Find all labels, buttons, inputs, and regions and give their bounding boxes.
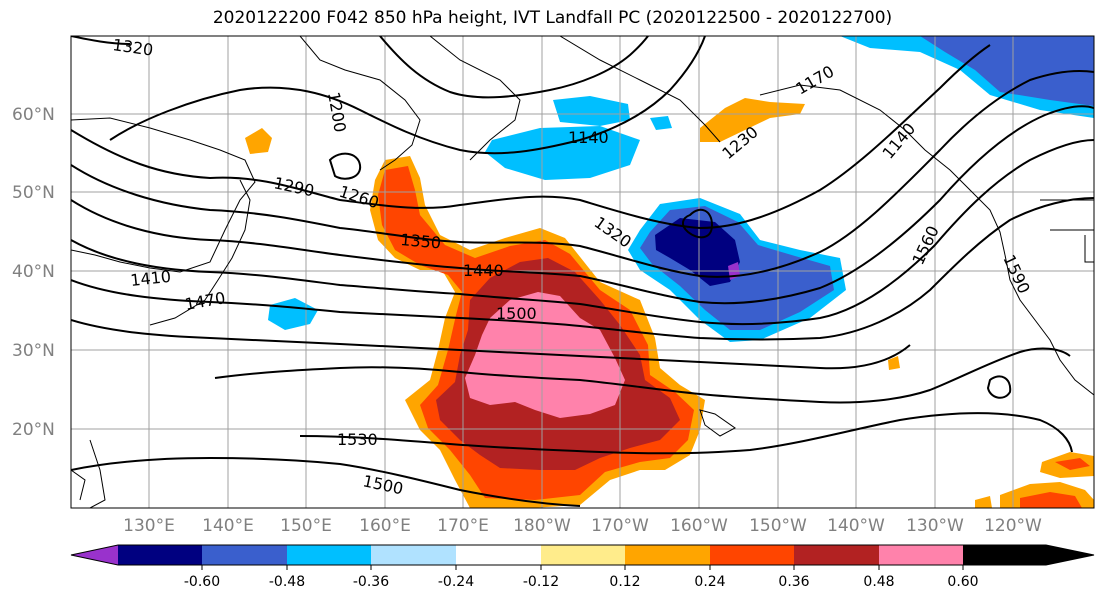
colorbar-segment bbox=[541, 545, 625, 565]
colorbar-label: 0.48 bbox=[863, 574, 894, 590]
lat-label: 60°N bbox=[12, 105, 55, 125]
lon-label: 160°E bbox=[359, 516, 411, 536]
colorbar-segment bbox=[794, 545, 879, 565]
contour-label: 1200 bbox=[324, 90, 350, 133]
lat-label: 30°N bbox=[12, 341, 55, 361]
lon-label: 140°E bbox=[202, 516, 254, 536]
contour-label: 1410 bbox=[129, 267, 171, 290]
height-contours bbox=[71, 36, 1094, 507]
colorbar-segment bbox=[710, 545, 794, 565]
colorbar: -0.60 -0.48 -0.36 -0.24 -0.12 0.12 0.24 … bbox=[70, 544, 1095, 590]
lon-label: 140°W bbox=[827, 516, 885, 536]
colorbar-segment bbox=[202, 545, 287, 565]
colorbar-label: -0.36 bbox=[353, 574, 389, 590]
map-title: 2020122200 F042 850 hPa height, IVT Land… bbox=[212, 8, 893, 28]
colorbar-ticks bbox=[201, 565, 964, 570]
colorbar-label: -0.48 bbox=[269, 574, 305, 590]
lon-label: 170°E bbox=[437, 516, 489, 536]
colorbar-segment bbox=[963, 545, 1094, 565]
colorbar-segment bbox=[287, 545, 371, 565]
colorbar-segment bbox=[625, 545, 710, 565]
colorbar-label: 0.12 bbox=[609, 574, 640, 590]
lon-label: 130°E bbox=[123, 516, 175, 536]
lon-label: 150°E bbox=[280, 516, 332, 536]
lat-axis: 60°N 50°N 40°N 30°N 20°N bbox=[12, 105, 55, 440]
lat-label: 20°N bbox=[12, 420, 55, 440]
ivt-shading bbox=[245, 36, 1094, 508]
contour-label: 1140 bbox=[568, 128, 609, 147]
colorbar-label: -0.24 bbox=[438, 574, 474, 590]
contour-label: 1290 bbox=[272, 173, 316, 200]
colorbar-outline bbox=[70, 544, 1095, 566]
contour-label: 1350 bbox=[400, 230, 442, 252]
colorbar-segment bbox=[371, 545, 456, 565]
contour-label: 1140 bbox=[879, 119, 920, 162]
lon-label: 180°W bbox=[513, 516, 571, 536]
colorbar-segment bbox=[456, 545, 541, 565]
colorbar-label: 0.60 bbox=[947, 574, 978, 590]
lat-label: 40°N bbox=[12, 262, 55, 282]
colorbar-segment bbox=[118, 545, 202, 565]
contour-label: 1170 bbox=[793, 62, 838, 99]
lon-label: 120°W bbox=[984, 516, 1042, 536]
coastlines bbox=[71, 36, 1094, 508]
colorbar-label: -0.60 bbox=[184, 574, 220, 590]
contour-label: 1560 bbox=[908, 223, 942, 268]
graticule bbox=[71, 36, 1094, 508]
contour-label: 1590 bbox=[999, 252, 1033, 297]
colorbar-label: 0.36 bbox=[778, 574, 809, 590]
contour-label: 1320 bbox=[591, 213, 635, 252]
colorbar-label: 0.24 bbox=[694, 574, 725, 590]
lon-label: 130°W bbox=[906, 516, 964, 536]
colorbar-label: -0.12 bbox=[523, 574, 559, 590]
contour-label: 1530 bbox=[337, 430, 378, 449]
contour-label: 1500 bbox=[496, 304, 537, 323]
lon-label: 170°W bbox=[591, 516, 649, 536]
contour-label: 1470 bbox=[183, 288, 226, 314]
map-frame bbox=[70, 35, 1095, 509]
contour-label: 1320 bbox=[111, 35, 154, 59]
colorbar-segment bbox=[879, 545, 963, 565]
lat-label: 50°N bbox=[12, 183, 55, 203]
lon-label: 150°W bbox=[749, 516, 807, 536]
lon-axis: 130°E 140°E 150°E 160°E 170°E 180°W 170°… bbox=[123, 516, 1042, 536]
lon-label: 160°W bbox=[670, 516, 728, 536]
contour-label: 1440 bbox=[463, 261, 504, 280]
colorbar-segment bbox=[71, 545, 118, 565]
map-area: 1320 1200 1140 1170 1290 1260 1350 1440 … bbox=[71, 35, 1094, 508]
